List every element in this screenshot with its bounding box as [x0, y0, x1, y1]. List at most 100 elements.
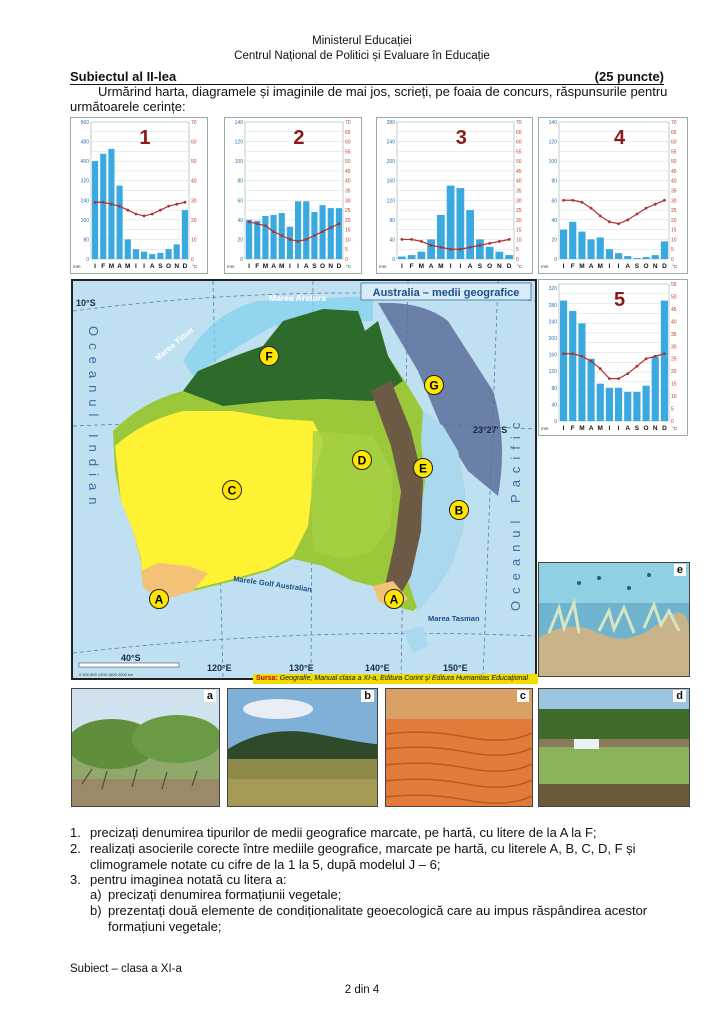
temp-point	[571, 352, 575, 356]
temp-point	[626, 218, 630, 222]
precip-bar	[446, 185, 455, 259]
temp-point	[458, 247, 462, 251]
svg-text:G: G	[429, 379, 438, 393]
precip-bar	[642, 385, 650, 421]
precip-tick-label: 400	[81, 159, 90, 165]
precip-bar	[100, 153, 107, 259]
ministry-name: Ministerul Educației	[312, 35, 412, 47]
temp-point	[272, 230, 275, 233]
month-label: N	[174, 263, 179, 270]
precip-bar	[398, 256, 406, 259]
precip-tick-label: 140	[549, 120, 558, 126]
temp-tick-label: 70	[671, 120, 677, 126]
subquestion-text: prezentați două elemente de condiționali…	[108, 903, 648, 934]
source-prefix: Sursa:	[256, 675, 278, 682]
month-label: N	[653, 425, 658, 432]
source-text: Geografie, Manual clasa a XI-a, Editura …	[279, 675, 528, 682]
month-label: D	[662, 263, 667, 270]
temp-point	[337, 222, 341, 226]
precip-bar	[615, 387, 623, 421]
intro-text: Urmărind harta, diagramele și imaginile …	[70, 84, 668, 114]
month-label: A	[150, 263, 155, 270]
precip-bar	[295, 201, 302, 259]
svg-text:A: A	[390, 593, 399, 607]
month-label: S	[635, 425, 640, 432]
temp-tick-label: 40	[671, 319, 677, 325]
precip-bar	[254, 220, 261, 259]
question-3a: a) precizați denumirea formațiunii vegeta…	[90, 887, 690, 903]
lon-label-3: 140°E	[365, 663, 390, 673]
month-label: N	[653, 263, 658, 270]
precip-tick-label: 240	[387, 140, 396, 146]
month-label: A	[625, 425, 630, 432]
lon-label-4: 150°E	[443, 663, 468, 673]
temp-point	[93, 200, 97, 204]
climogram-svg-4: 0 20 40 60 80 100 120 140 0 5 10 15 20 25 30 35 40 45 50 55…	[541, 120, 678, 270]
temp-point	[419, 239, 423, 243]
month-label: A	[429, 263, 434, 270]
month-label: D	[183, 263, 188, 270]
document-header: Ministerul Educației Centrul Național de…	[0, 34, 724, 64]
precip-bar	[456, 188, 465, 259]
temp-point	[296, 239, 300, 243]
marker-a-east: A	[384, 589, 404, 609]
precip-tick-label: 60	[551, 198, 557, 204]
temp-tick-label: 70	[345, 120, 351, 126]
temp-tick-label: 25	[516, 208, 522, 214]
month-label: O	[644, 425, 649, 432]
precip-bar	[651, 255, 659, 259]
climogram-4: 0 20 40 60 80 100 120 140 0 5 10 15 20 25 30 35 40 45 50 55…	[538, 117, 688, 274]
precip-bar	[327, 208, 334, 259]
temp-tick-label: 5	[671, 247, 674, 253]
precip-tick-label: 40	[237, 218, 243, 224]
precip-tick-label: 0	[554, 419, 557, 425]
month-label: I	[248, 263, 250, 270]
temp-tick-label: 55	[671, 149, 677, 155]
temp-point	[635, 212, 639, 216]
month-label: O	[644, 263, 649, 270]
precip-tick-label: 0	[554, 257, 557, 263]
temp-tick-label: 30	[516, 198, 522, 204]
temp-tick-label: 0	[191, 257, 194, 263]
temp-tick-label: 30	[191, 198, 197, 204]
precip-tick-label: 320	[81, 179, 90, 185]
temp-tick-label: 45	[671, 169, 677, 175]
precip-bar	[149, 254, 156, 259]
precip-tick-label: 160	[549, 353, 558, 359]
precip-tick-label: 100	[235, 159, 244, 165]
precip-tick-label: 120	[387, 198, 396, 204]
precip-tick-label: 0	[240, 257, 243, 263]
temp-point	[580, 200, 584, 204]
precip-bar	[624, 391, 632, 421]
month-label: I	[618, 263, 620, 270]
photo-label-e: e	[673, 564, 686, 576]
temp-point	[617, 222, 620, 226]
temp-tick-label: 45	[516, 169, 522, 175]
precip-tick-label: 40	[551, 402, 557, 408]
question-number: 2.	[70, 841, 81, 856]
temp-point	[663, 352, 666, 356]
svg-text:E: E	[419, 462, 427, 476]
temp-point	[118, 204, 121, 208]
month-label: F	[571, 263, 575, 270]
temp-point	[562, 352, 565, 356]
month-label: N	[328, 263, 333, 270]
month-label: M	[438, 263, 443, 270]
month-label: M	[109, 263, 114, 270]
temp-tick-label: 20	[671, 218, 677, 224]
month-label: M	[579, 425, 584, 432]
month-label: M	[125, 263, 130, 270]
precip-tick-label: 80	[551, 386, 557, 392]
climogram-1: 0 80 160 240 320 400 480 560 0 10 20 30 40 50 60 70 I F M A…	[70, 117, 208, 274]
map-title: Australia – medii geografice	[373, 287, 520, 299]
month-label: M	[263, 263, 268, 270]
temp-tick-label: 50	[191, 159, 197, 165]
precip-bar	[615, 253, 623, 259]
temp-tick-label: 15	[671, 382, 677, 388]
month-label: S	[478, 263, 483, 270]
precip-tick-label: 60	[237, 198, 243, 204]
lon-label-1: 120°E	[207, 663, 232, 673]
temp-point	[134, 212, 138, 216]
svg-text:A: A	[155, 593, 164, 607]
month-label: I	[401, 263, 403, 270]
